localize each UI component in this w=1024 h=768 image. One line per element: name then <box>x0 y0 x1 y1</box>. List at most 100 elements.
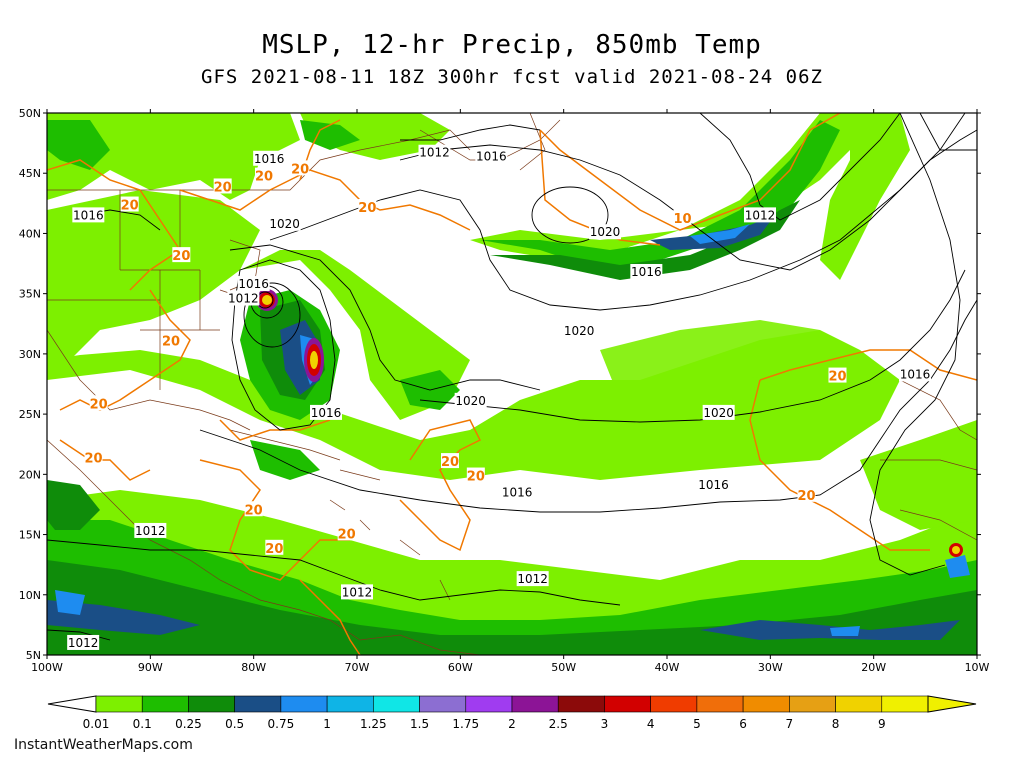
isobar-label: 1020 <box>564 324 595 338</box>
legend-swatch <box>326 695 374 713</box>
isobar-label-bg <box>563 323 596 339</box>
legend-swatch <box>650 695 698 713</box>
lat-label: 20N <box>19 468 41 481</box>
temp-label: 20 <box>338 527 356 542</box>
legend-label: 0.75 <box>268 717 295 731</box>
isobar-label: 1012 <box>419 146 450 160</box>
legend-swatch <box>95 695 143 713</box>
isobar-label: 1016 <box>502 485 533 499</box>
temp-label: 20 <box>121 199 139 214</box>
lon-label: 60W <box>448 661 473 674</box>
isobar-label: 1016 <box>698 478 729 492</box>
legend-label: 0.5 <box>225 717 244 731</box>
temp-label-bg <box>255 167 273 183</box>
temp-label-bg <box>162 332 180 348</box>
lat-label: 25N <box>19 408 41 421</box>
lon-label: 20W <box>861 661 886 674</box>
legend-swatch <box>141 695 189 713</box>
isobar-label: 1012 <box>517 572 548 586</box>
isobar-label-bg <box>589 224 621 240</box>
legend-swatch <box>742 695 790 713</box>
isobar-label-bg <box>697 477 730 493</box>
isobar-label-bg <box>475 148 508 164</box>
temp-label: 20 <box>797 489 815 504</box>
lat-label: 50N <box>19 107 41 120</box>
isobar-label: 1016 <box>238 277 269 291</box>
lat-label: 10N <box>19 589 41 602</box>
temp-label-bg <box>466 467 485 483</box>
legend-label: 4 <box>647 717 655 731</box>
legend-label: 0.25 <box>175 717 202 731</box>
temp-label-bg <box>120 196 139 212</box>
temp-label: 20 <box>265 542 283 557</box>
isobar-label-bg <box>744 207 776 223</box>
lat-label: 30N <box>19 348 41 361</box>
legend-swatch <box>511 695 559 713</box>
legend-swatch <box>188 695 235 713</box>
isobar-label-bg <box>310 404 342 420</box>
legend-label: 1.5 <box>410 717 429 731</box>
map-title: MSLP, 12-hr Precip, 850mb Temp <box>262 30 762 60</box>
isobar-label: 1016 <box>311 406 342 420</box>
legend-swatch <box>696 695 744 713</box>
credit-text: InstantWeatherMaps.com <box>14 737 193 753</box>
lon-label: 90W <box>138 661 163 674</box>
legend-label: 6 <box>739 717 747 731</box>
temp-label: 20 <box>828 370 846 385</box>
isobar-label: 1016 <box>900 367 931 381</box>
legend-label: 5 <box>693 717 701 731</box>
lon-label: 100W <box>31 661 63 674</box>
isobar-label-bg <box>630 263 663 279</box>
isobar-label: 1020 <box>590 225 621 239</box>
temp-label-bg <box>797 486 816 502</box>
isobar-label-bg <box>454 392 487 408</box>
isobar-label: 1016 <box>631 265 662 279</box>
isobar-label-bg <box>67 634 100 650</box>
isobar-label-bg <box>268 215 301 231</box>
temp-label-bg <box>84 449 103 465</box>
isobar-label: 1012 <box>228 291 259 305</box>
legend-label: 2 <box>508 717 516 731</box>
legend-swatch <box>280 695 328 713</box>
temp-label: 20 <box>245 503 263 518</box>
legend-swatch <box>234 695 282 713</box>
temp-label: 20 <box>162 335 180 350</box>
precip-legend: 0.01 0.1 0.25 0.5 0.75 1 1.25 1.5 1.75 2 2.5 3 4 5 6 7 8… <box>47 695 977 731</box>
isobar-label: 1016 <box>254 152 285 166</box>
legend-label: 9 <box>878 717 886 731</box>
temp-label-bg <box>828 367 847 383</box>
temp-label: 20 <box>84 451 102 466</box>
isobar-label: 1020 <box>703 406 734 420</box>
legend-label: 1 <box>323 717 331 731</box>
legend-label: 2.5 <box>549 717 568 731</box>
temp-label-bg <box>244 501 263 517</box>
temp-label: 20 <box>255 170 273 185</box>
legend-swatch <box>789 695 836 713</box>
isobar-label: 1020 <box>455 394 486 408</box>
isobar-label-bg <box>134 522 167 538</box>
temp-contours-layer <box>47 113 977 655</box>
precip-layer <box>47 113 977 655</box>
legend-swatch <box>835 695 883 713</box>
lon-label: 40W <box>655 661 680 674</box>
temp-label-bg <box>213 178 232 194</box>
lon-label: 30W <box>758 661 783 674</box>
temp-label: 20 <box>467 470 485 485</box>
isobar-label: 1016 <box>73 208 104 222</box>
temp-label-bg <box>89 395 108 411</box>
isobar-label-bg <box>253 150 286 166</box>
isobar-label-bg <box>418 144 451 160</box>
temp-label-bg <box>441 453 459 469</box>
temp-label-bg <box>172 247 191 263</box>
temp-label: 20 <box>358 201 376 216</box>
isobar-label-bg <box>702 404 735 420</box>
temp-label-bg <box>265 539 284 555</box>
lon-label: 70W <box>345 661 370 674</box>
legend-label: 8 <box>832 717 840 731</box>
temp-label: 10 <box>673 212 691 227</box>
legend-label: 7 <box>786 717 794 731</box>
temp-label: 20 <box>172 249 190 264</box>
lon-label: 80W <box>241 661 266 674</box>
temp-label-bg <box>291 160 310 176</box>
